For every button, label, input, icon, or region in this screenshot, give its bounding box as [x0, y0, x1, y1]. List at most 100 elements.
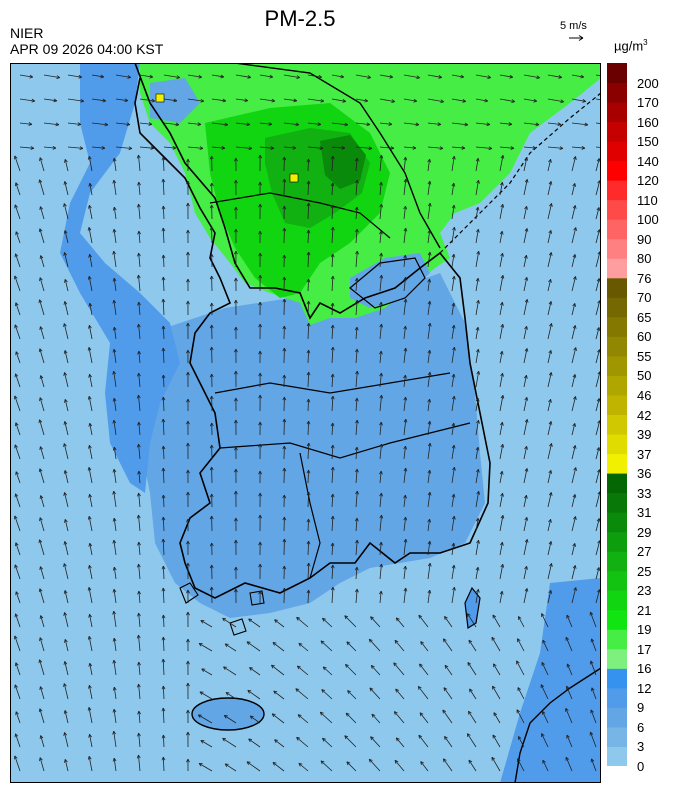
wind-arrow-head — [268, 122, 273, 126]
wind-arrow-shaft — [369, 687, 381, 700]
wind-arrow-shaft — [88, 516, 93, 532]
wind-arrow-head — [234, 419, 238, 424]
wind-arrow-head — [161, 347, 166, 352]
wind-arrow-shaft — [451, 98, 466, 102]
wind-arrow-shaft — [113, 158, 117, 172]
wind-arrow-head — [258, 421, 262, 426]
wind-arrow-head — [39, 277, 43, 282]
wind-arrow-shaft — [451, 276, 455, 292]
wind-arrow-head — [63, 203, 67, 207]
wind-arrow-head — [573, 467, 577, 471]
wind-arrow-head — [393, 711, 398, 716]
wind-arrow-head — [427, 229, 432, 234]
wind-arrow-head — [161, 707, 166, 712]
wind-arrow-head — [379, 274, 384, 279]
wind-arrow-head — [379, 590, 383, 595]
wind-arrow-shaft — [379, 122, 392, 125]
wind-arrow-head — [199, 146, 204, 150]
wind-arrow-head — [444, 664, 449, 669]
wind-arrow-shaft — [138, 324, 141, 340]
wind-arrow-head — [175, 122, 180, 127]
wind-arrow-shaft — [64, 470, 69, 484]
wind-arrow-shaft — [444, 664, 453, 676]
wind-arrow-head — [476, 179, 480, 184]
wind-arrow-head — [427, 300, 432, 305]
wind-arrow-head — [403, 325, 408, 330]
wind-arrow-head — [395, 737, 400, 742]
wind-arrow-head — [292, 145, 297, 150]
wind-arrow-shaft — [19, 98, 35, 102]
wind-arrow-shaft — [379, 591, 382, 604]
wind-arrow-shaft — [565, 637, 573, 652]
wind-arrow-head — [137, 661, 141, 666]
wind-arrow-shaft — [113, 540, 117, 556]
wind-arrow-head — [500, 541, 504, 546]
colorbar-swatch — [607, 687, 627, 708]
wind-arrow-head — [427, 398, 432, 403]
wind-arrow-head — [234, 250, 238, 255]
wind-arrow-head — [572, 494, 577, 498]
wind-arrow-shaft — [475, 518, 479, 532]
wind-arrow-head — [39, 495, 44, 499]
wind-arrow-shaft — [88, 565, 93, 580]
wind-arrow-shaft — [235, 122, 250, 126]
wind-arrow-shaft — [307, 251, 310, 268]
wind-arrow-shaft — [427, 443, 431, 460]
wind-arrow-shaft — [595, 158, 600, 172]
wind-arrow-head — [484, 98, 489, 103]
wind-arrow-shaft — [499, 182, 503, 196]
wind-arrow-head — [112, 228, 117, 233]
wind-arrow-head — [476, 419, 480, 424]
wind-arrow-head — [584, 122, 589, 127]
wind-arrow-shaft — [163, 146, 176, 149]
wind-arrow-head — [63, 563, 67, 567]
wind-arrow-head — [249, 715, 254, 720]
wind-arrow-head — [246, 122, 251, 127]
colorbar-tick: 55 — [637, 348, 652, 364]
wind-arrow-head — [186, 398, 190, 403]
wind-arrow-head — [63, 421, 68, 425]
wind-arrow-shaft — [225, 692, 237, 700]
wind-arrow-head — [443, 687, 448, 692]
wind-arrow-head — [112, 419, 117, 424]
wind-arrow-head — [270, 146, 275, 150]
wind-arrow-head — [136, 274, 141, 279]
wind-arrow-head — [476, 539, 480, 544]
wind-arrow-head — [500, 253, 504, 257]
wind-arrow-shaft — [475, 420, 479, 436]
wind-arrow-shaft — [246, 761, 261, 772]
wind-arrow-shaft — [443, 687, 453, 700]
wind-arrow-head — [427, 202, 432, 207]
wind-arrow-head — [124, 98, 129, 103]
wind-arrow-head — [234, 397, 238, 402]
map-frame — [10, 63, 601, 783]
wind-arrow-head — [247, 689, 252, 694]
wind-arrow-head — [306, 349, 311, 354]
wind-arrow-head — [451, 302, 456, 307]
wind-arrow-head — [355, 299, 359, 304]
wind-arrow-head — [306, 491, 311, 496]
wind-arrow-shaft — [40, 375, 45, 388]
wind-arrow-shaft — [499, 373, 503, 388]
wind-arrow-shaft — [475, 300, 479, 316]
wind-arrow-shaft — [113, 300, 117, 316]
wind-arrow-head — [466, 613, 471, 618]
wind-arrow-head — [172, 145, 177, 150]
wind-arrow-shaft — [39, 708, 45, 724]
wind-arrow-head — [64, 399, 68, 403]
colorbar-swatch — [607, 434, 627, 455]
wind-arrow-shaft — [331, 276, 334, 292]
wind-arrow-shaft — [571, 205, 576, 220]
wind-arrow-shaft — [88, 756, 93, 772]
wind-arrow-shaft — [331, 122, 348, 126]
wind-arrow-head — [39, 735, 44, 739]
wind-arrow-shaft — [67, 122, 81, 125]
wind-arrow-shaft — [15, 253, 21, 268]
wind-arrow-shaft — [571, 396, 576, 412]
wind-arrow-shaft — [547, 350, 552, 364]
wind-arrow-shaft — [595, 74, 601, 77]
wind-arrow-shaft — [307, 469, 309, 484]
wind-arrow-shaft — [475, 180, 479, 196]
wind-arrow-head — [64, 519, 68, 523]
wind-arrow-shaft — [39, 446, 45, 460]
